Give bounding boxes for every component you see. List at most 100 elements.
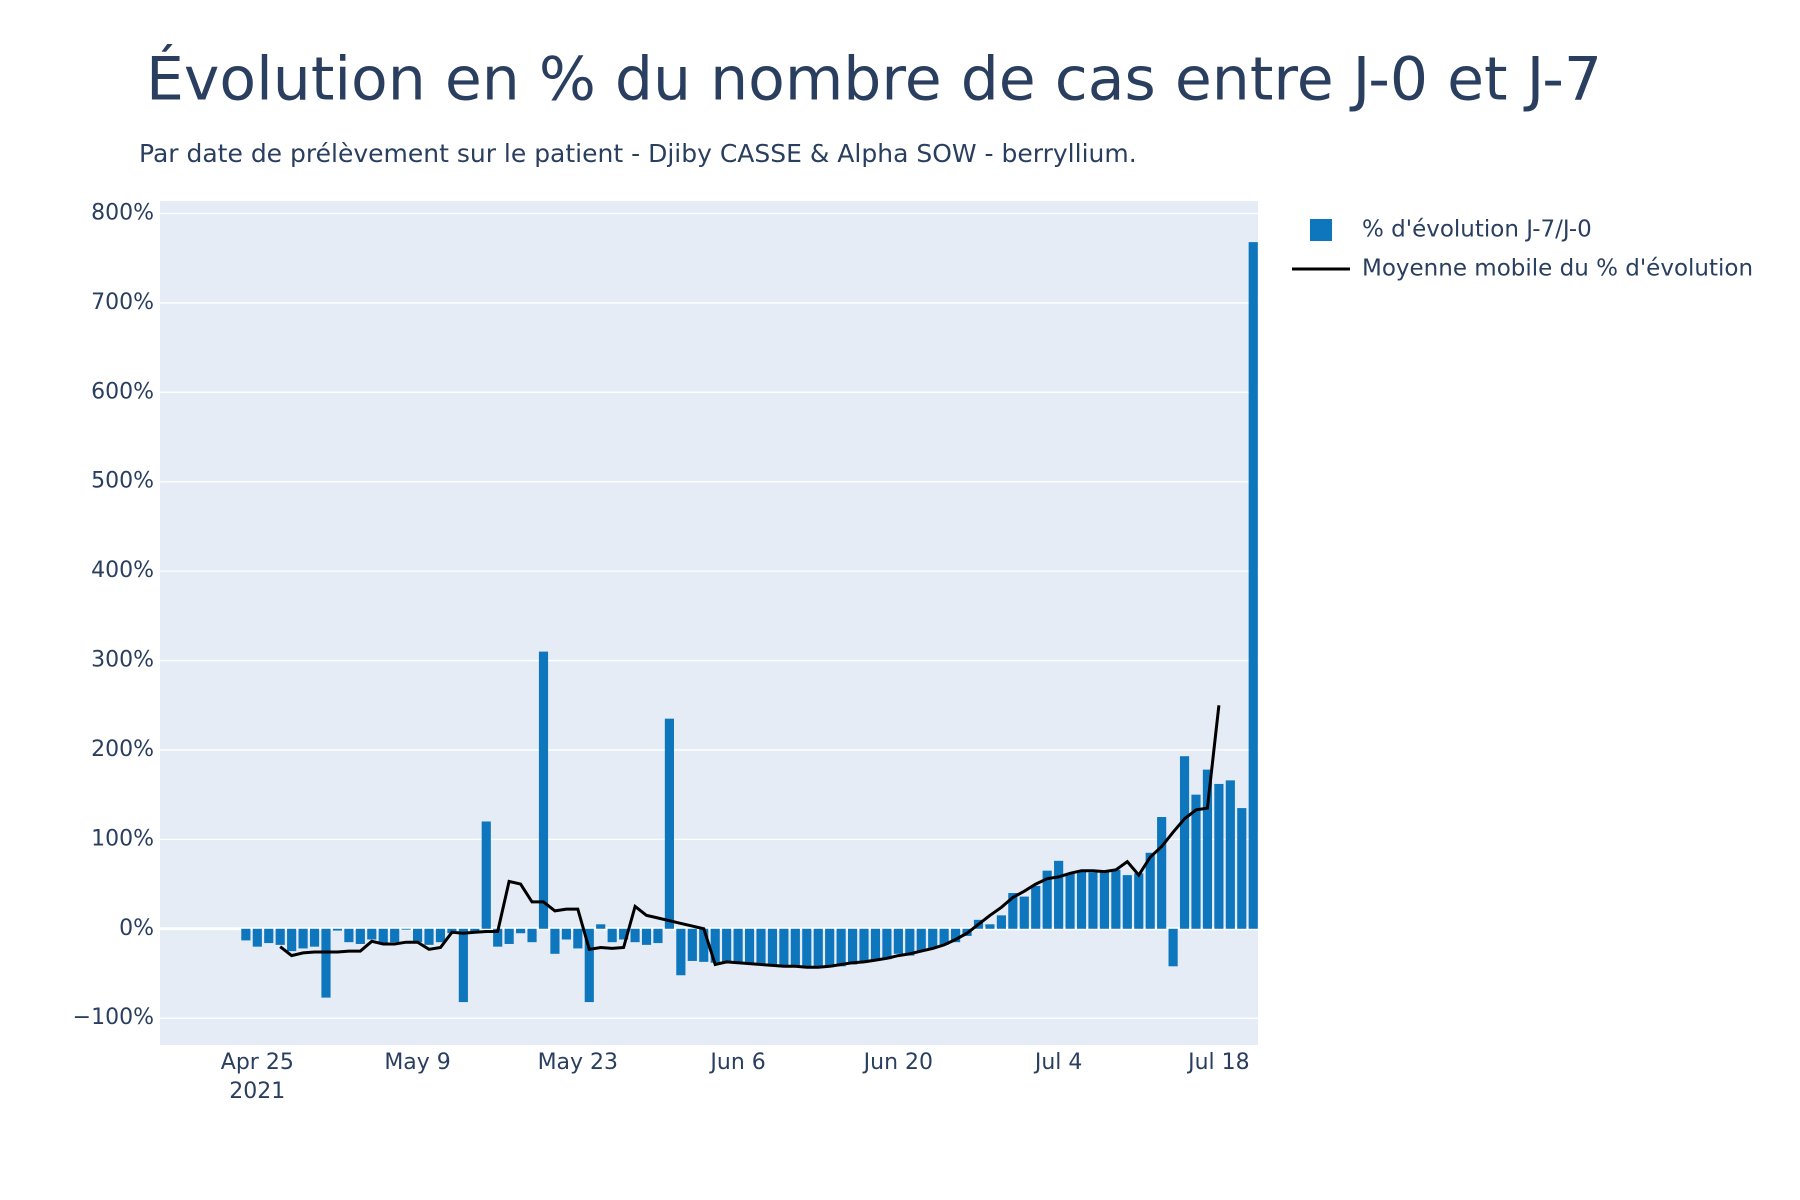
bar (641, 928, 652, 945)
bar (1122, 875, 1132, 929)
plot-area (160, 201, 1258, 1045)
bar (1225, 780, 1235, 929)
bar (630, 928, 640, 943)
bar (390, 928, 400, 943)
bar (584, 928, 594, 1003)
y-tick-label: −100% (73, 1005, 154, 1030)
bar (1157, 817, 1167, 929)
bar (779, 928, 789, 967)
bar (1145, 852, 1155, 929)
bar (847, 928, 858, 965)
bar (951, 928, 961, 943)
bar (241, 928, 251, 941)
chart-subtitle: Par date de prélèvement sur le patient -… (139, 139, 1137, 168)
bar (985, 924, 995, 929)
bar (722, 928, 732, 963)
bar (767, 928, 778, 967)
bar (710, 928, 720, 963)
y-tick-label: 700% (91, 290, 154, 315)
bar (928, 928, 938, 949)
bar (882, 928, 892, 960)
bar (527, 928, 537, 943)
bar (275, 928, 285, 945)
bar (424, 928, 434, 945)
bar (332, 928, 343, 931)
bar (355, 928, 365, 944)
bar (699, 928, 709, 962)
bar (870, 928, 881, 961)
y-tick-label: 500% (91, 469, 154, 494)
bar (733, 928, 743, 964)
bar (1111, 869, 1121, 929)
bar (516, 928, 526, 934)
x-tick-label: May 23 (538, 1050, 618, 1075)
bar (1134, 873, 1144, 929)
y-tick-label: 800% (91, 201, 154, 226)
bar (561, 928, 571, 940)
x-tick-label: Apr 25 (221, 1050, 294, 1075)
bar (435, 928, 446, 943)
bar (412, 928, 423, 943)
x-tick-label: May 9 (384, 1050, 450, 1075)
bar (1088, 872, 1098, 929)
legend-label: % d'évolution J-7/J-0 (1362, 217, 1592, 243)
bar (1099, 870, 1109, 929)
bar (1042, 870, 1052, 929)
bar (321, 928, 331, 998)
y-tick-label: 300% (91, 648, 154, 673)
bar (1191, 794, 1201, 929)
bar (1202, 769, 1213, 929)
y-tick-label: 600% (91, 379, 154, 404)
bar (1168, 928, 1178, 967)
bar (1031, 885, 1041, 929)
bar (756, 928, 766, 966)
bar (1248, 242, 1258, 929)
bar (264, 928, 274, 944)
bar (653, 928, 663, 944)
legend-label: Moyenne mobile du % d'évolution (1362, 256, 1753, 282)
bar (676, 928, 686, 976)
bar (401, 928, 411, 930)
bar (687, 928, 697, 961)
bar (939, 928, 949, 945)
bar (550, 928, 560, 954)
x-tick-label: Jul 18 (1186, 1050, 1250, 1075)
bar (790, 928, 800, 968)
y-tick-label: 0% (119, 916, 154, 941)
bar (1179, 756, 1190, 929)
legend-swatch (1310, 219, 1332, 241)
bar (596, 924, 606, 929)
bar (996, 915, 1006, 929)
bar (1019, 896, 1029, 929)
bar (825, 928, 835, 968)
bar (504, 928, 514, 944)
bar (470, 928, 480, 932)
bar (744, 928, 755, 965)
bar (1054, 860, 1064, 929)
bar (607, 928, 617, 943)
bar (493, 928, 503, 947)
y-tick-label: 200% (91, 737, 154, 762)
bar (1237, 808, 1247, 929)
bar (1008, 893, 1018, 929)
x-tick-label: Jun 20 (862, 1050, 933, 1075)
bar (309, 928, 320, 947)
bar (481, 821, 491, 929)
bar (378, 928, 388, 944)
y-tick-label: 400% (91, 558, 154, 583)
bar (458, 928, 468, 1003)
bar (893, 928, 903, 954)
bar (813, 928, 823, 969)
bar (619, 928, 629, 940)
bar (1076, 870, 1087, 929)
bar (298, 928, 308, 949)
bar (573, 928, 583, 949)
bar (1065, 873, 1075, 929)
x-tick-label: Jun 6 (708, 1050, 765, 1075)
x-tick-label: Jul 4 (1033, 1050, 1083, 1075)
chart-title: Évolution en % du nombre de cas entre J-… (146, 43, 1602, 115)
bar (252, 928, 262, 947)
line (279, 705, 1221, 969)
x-tick-year: 2021 (229, 1079, 285, 1104)
